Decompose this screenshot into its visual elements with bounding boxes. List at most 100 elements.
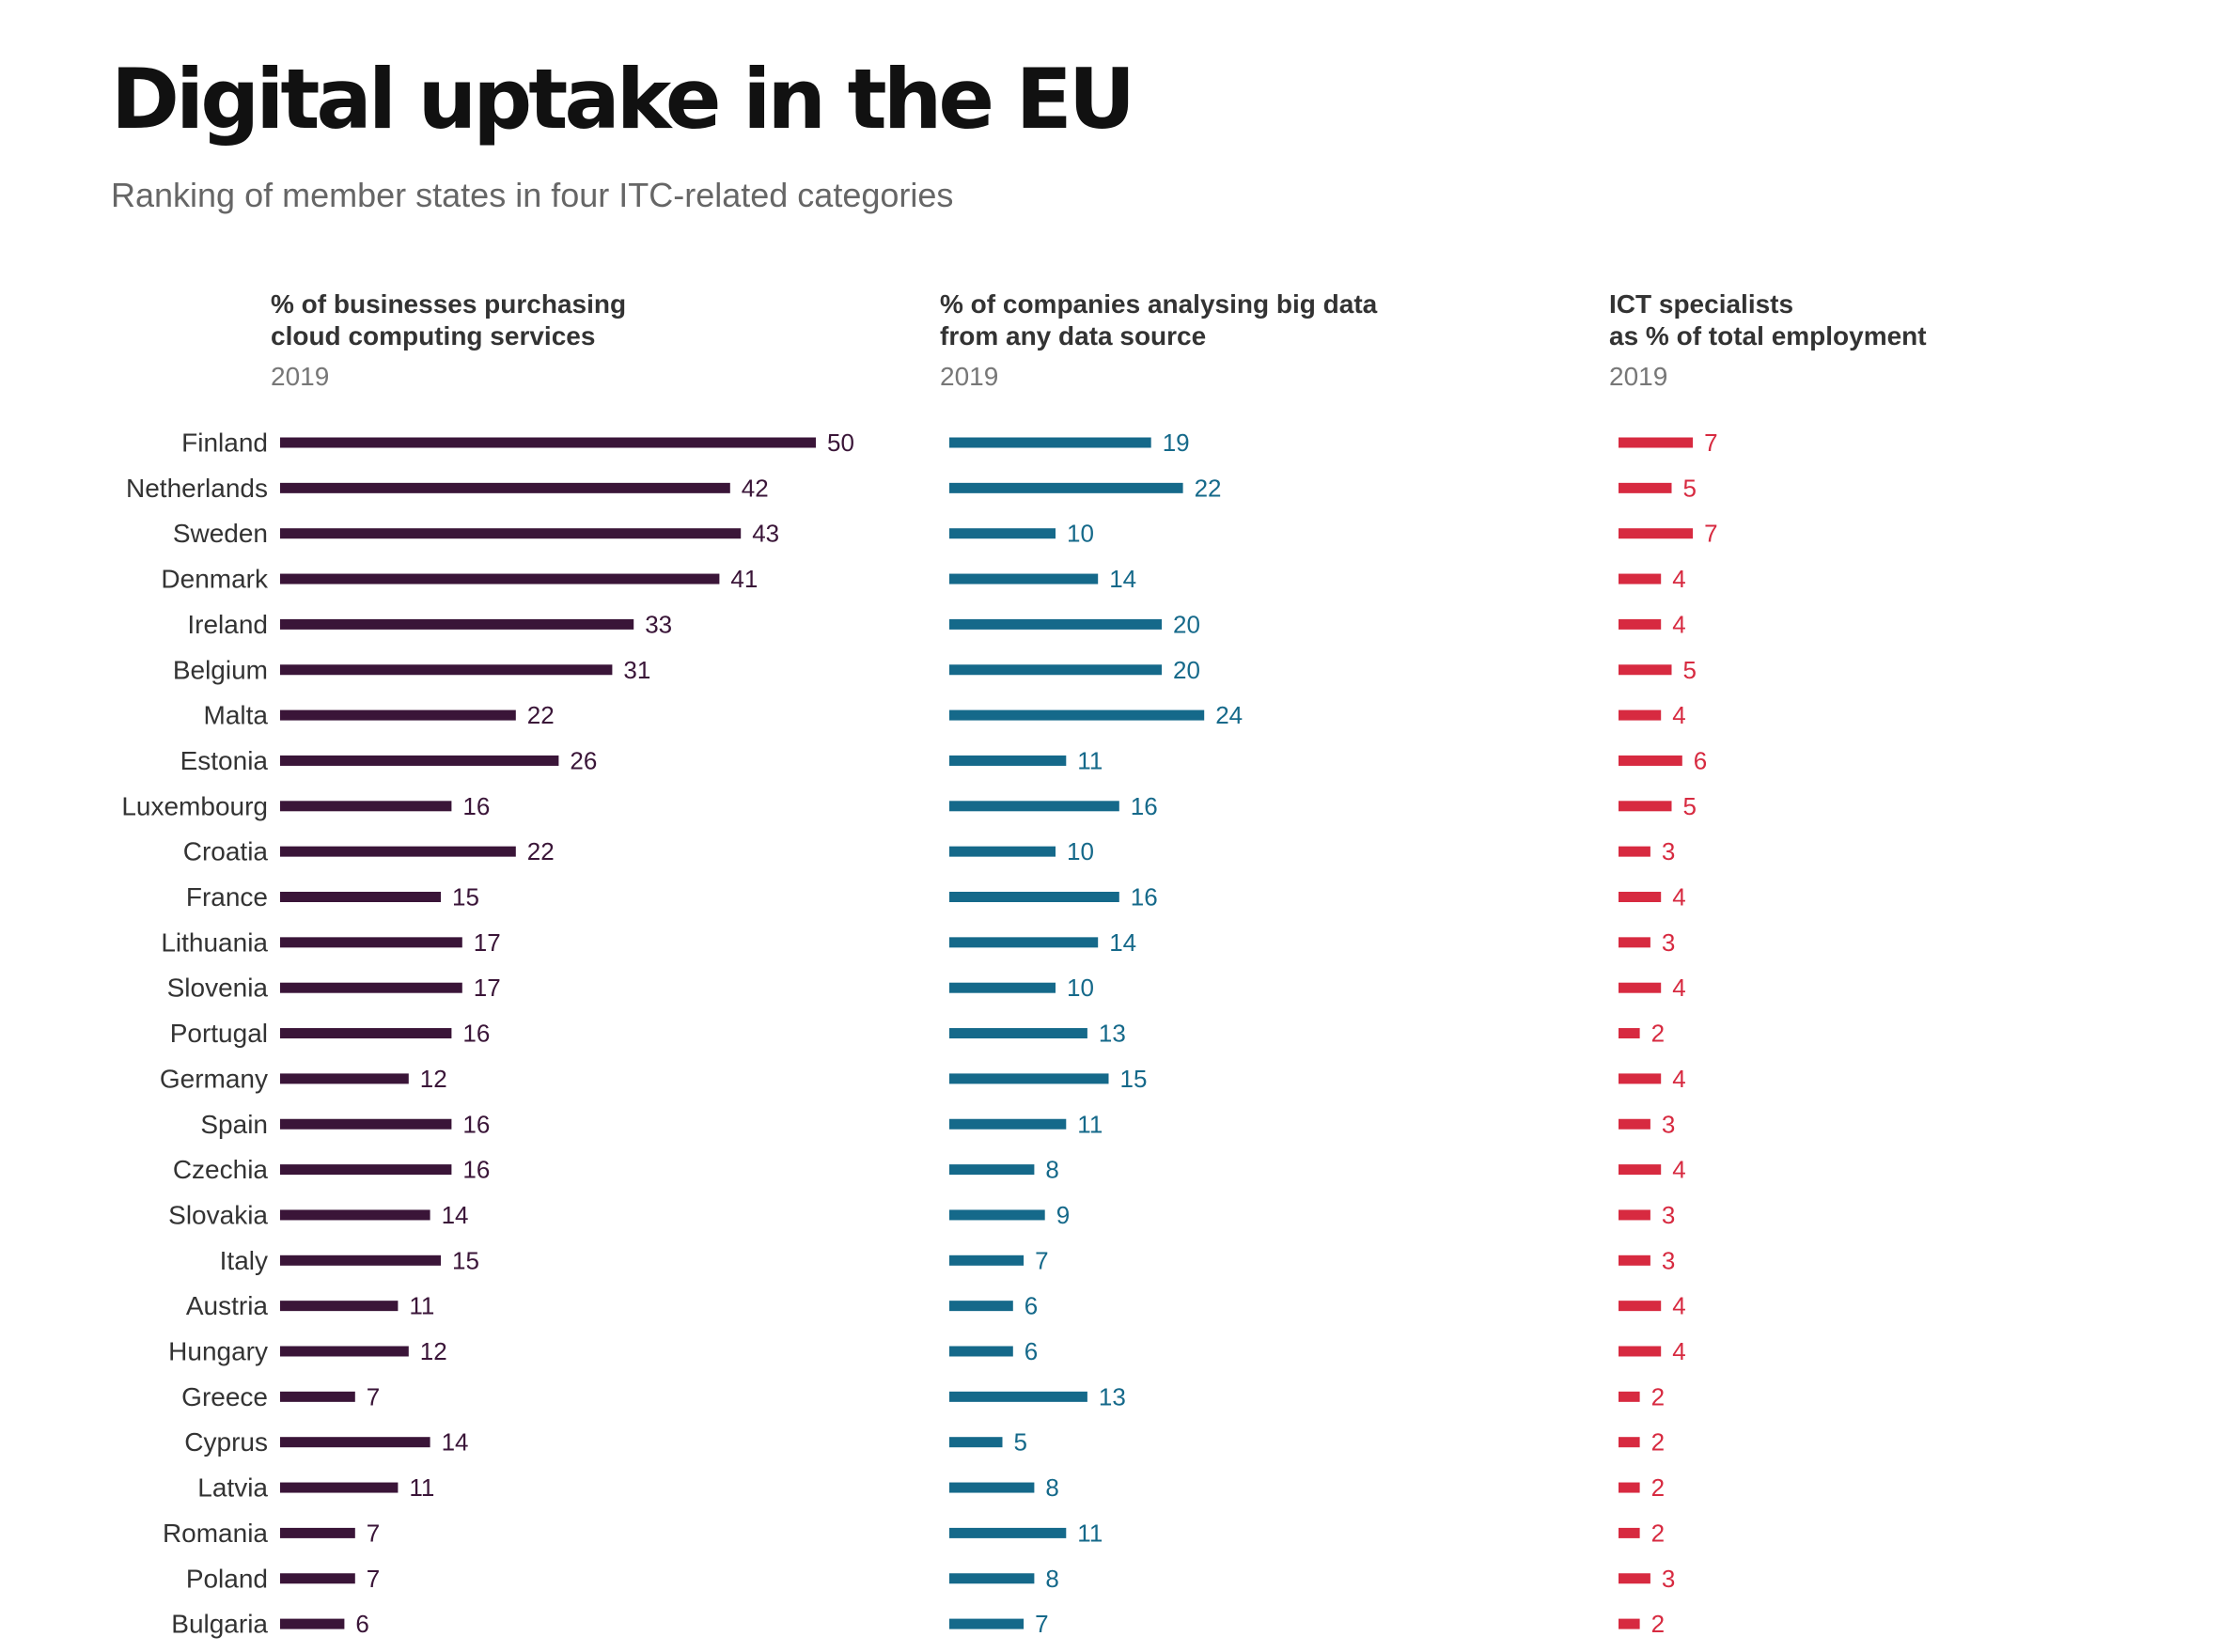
- bar: [280, 709, 516, 721]
- data-label: 2: [1651, 1382, 1665, 1410]
- bar: [949, 1346, 1013, 1357]
- bar: [280, 801, 452, 812]
- bar: [280, 1118, 452, 1130]
- data-label: 11: [409, 1473, 434, 1502]
- bar: [1619, 1346, 1662, 1357]
- bar: [280, 664, 613, 676]
- category-label: Bulgaria: [171, 1610, 268, 1639]
- bar: [949, 573, 1099, 584]
- data-label: 4: [1672, 974, 1685, 1002]
- data-label: 7: [367, 1565, 380, 1593]
- bar: [949, 1618, 1024, 1629]
- series-year: 2019: [1609, 362, 1667, 391]
- data-label: 11: [1077, 746, 1103, 774]
- series-title-line: % of companies analysing big data: [940, 289, 1378, 319]
- data-label: 41: [730, 565, 758, 593]
- category-label: Germany: [160, 1064, 268, 1093]
- data-label: 11: [1077, 1110, 1103, 1138]
- category-label: Slovenia: [167, 974, 269, 1003]
- data-label: 14: [1109, 928, 1136, 957]
- bar: [949, 1255, 1024, 1266]
- data-label: 4: [1672, 565, 1685, 593]
- bar: [1619, 1164, 1662, 1176]
- data-label: 4: [1672, 1292, 1685, 1320]
- data-label: 42: [742, 474, 769, 502]
- data-label: 19: [1163, 429, 1190, 457]
- category-label: Hungary: [168, 1337, 268, 1366]
- category-label: Malta: [204, 701, 269, 730]
- data-label: 20: [1173, 610, 1200, 638]
- data-label: 3: [1662, 1565, 1675, 1593]
- data-label: 4: [1672, 610, 1685, 638]
- bar: [280, 1573, 355, 1584]
- bar: [280, 1482, 399, 1493]
- data-label: 16: [462, 1020, 490, 1048]
- bar: [280, 846, 516, 857]
- bar: [949, 1164, 1035, 1176]
- category-label: Belgium: [173, 655, 268, 684]
- series-title-line: from any data source: [940, 321, 1206, 351]
- data-label: 8: [1045, 1156, 1058, 1184]
- bar: [280, 1255, 441, 1266]
- bar: [1619, 846, 1650, 857]
- data-label: 22: [527, 701, 555, 729]
- data-label: 9: [1056, 1201, 1070, 1229]
- bar: [949, 1482, 1035, 1493]
- data-label: 43: [752, 520, 779, 548]
- bar: [1619, 1028, 1640, 1039]
- bar: [1619, 1118, 1650, 1130]
- data-label: 4: [1672, 701, 1685, 729]
- data-label: 7: [1704, 520, 1717, 548]
- bar: [949, 892, 1119, 902]
- bar: [949, 1301, 1013, 1312]
- category-label: Netherlands: [126, 474, 268, 503]
- data-label: 16: [462, 792, 490, 820]
- bar: [949, 618, 1162, 630]
- category-label: Austria: [186, 1291, 269, 1320]
- data-label: 8: [1045, 1565, 1058, 1593]
- data-label: 7: [1035, 1246, 1048, 1274]
- bar: [280, 755, 559, 766]
- bar: [280, 618, 634, 630]
- data-label: 15: [452, 1246, 479, 1274]
- data-label: 50: [827, 429, 854, 457]
- bar: [949, 1527, 1067, 1538]
- data-label: 17: [474, 974, 501, 1002]
- bar: [1619, 1482, 1640, 1493]
- bar: [1619, 664, 1672, 676]
- page-subtitle: Ranking of member states in four ITC-rel…: [111, 176, 954, 214]
- data-label: 7: [367, 1382, 380, 1410]
- series-title-line: cloud computing services: [271, 321, 595, 351]
- bar: [949, 1118, 1067, 1130]
- data-label: 4: [1672, 883, 1685, 912]
- data-label: 3: [1662, 1110, 1675, 1138]
- data-label: 4: [1672, 1337, 1685, 1365]
- bar: [1619, 1618, 1640, 1629]
- data-label: 2: [1651, 1428, 1665, 1457]
- bar: [280, 482, 730, 493]
- bar: [280, 1618, 345, 1629]
- bar: [949, 1573, 1035, 1584]
- bar: [1619, 982, 1662, 993]
- data-label: 3: [1662, 837, 1675, 865]
- data-label: 5: [1683, 474, 1697, 502]
- data-label: 31: [623, 656, 650, 684]
- bar: [280, 437, 816, 448]
- category-label: Lithuania: [161, 927, 268, 957]
- category-label: Romania: [163, 1519, 268, 1548]
- bar: [280, 1437, 430, 1448]
- bar: [280, 1391, 355, 1402]
- category-label: Spain: [200, 1110, 268, 1139]
- data-label: 20: [1173, 656, 1200, 684]
- data-label: 22: [527, 837, 555, 865]
- category-label: Denmark: [161, 565, 269, 594]
- data-label: 11: [409, 1292, 434, 1320]
- data-label: 5: [1683, 792, 1697, 820]
- data-label: 33: [645, 610, 672, 638]
- bar: [949, 1437, 1003, 1448]
- data-label: 10: [1067, 974, 1094, 1002]
- data-label: 3: [1662, 1246, 1675, 1274]
- data-label: 13: [1099, 1020, 1126, 1048]
- data-label: 7: [367, 1519, 380, 1547]
- data-label: 8: [1045, 1473, 1058, 1502]
